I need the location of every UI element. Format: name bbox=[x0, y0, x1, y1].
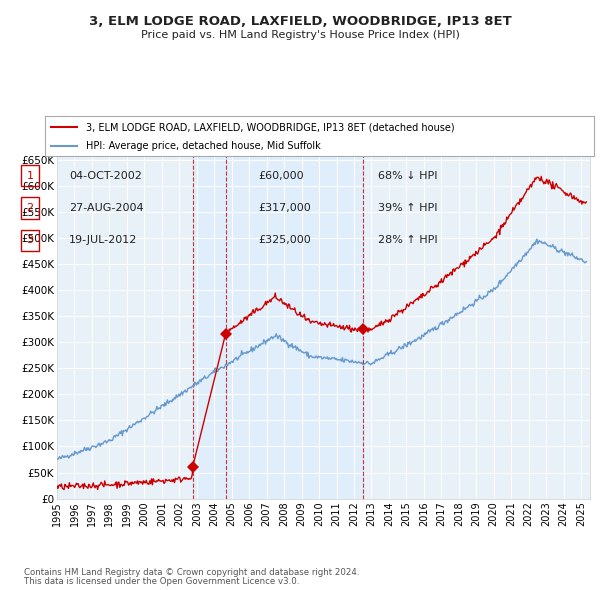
Text: £60,000: £60,000 bbox=[258, 171, 304, 181]
Text: 1: 1 bbox=[189, 135, 196, 145]
Bar bbox=[226, 145, 364, 499]
Text: This data is licensed under the Open Government Licence v3.0.: This data is licensed under the Open Gov… bbox=[24, 577, 299, 586]
Text: 1: 1 bbox=[26, 171, 34, 181]
Text: 39% ↑ HPI: 39% ↑ HPI bbox=[378, 203, 437, 213]
Text: Contains HM Land Registry data © Crown copyright and database right 2024.: Contains HM Land Registry data © Crown c… bbox=[24, 568, 359, 577]
Text: 2: 2 bbox=[222, 135, 229, 145]
Text: 3, ELM LODGE ROAD, LAXFIELD, WOODBRIDGE, IP13 8ET: 3, ELM LODGE ROAD, LAXFIELD, WOODBRIDGE,… bbox=[89, 15, 511, 28]
Text: £325,000: £325,000 bbox=[258, 235, 311, 245]
Text: 19-JUL-2012: 19-JUL-2012 bbox=[69, 235, 137, 245]
Text: 27-AUG-2004: 27-AUG-2004 bbox=[69, 203, 143, 213]
Text: 3, ELM LODGE ROAD, LAXFIELD, WOODBRIDGE, IP13 8ET (detached house): 3, ELM LODGE ROAD, LAXFIELD, WOODBRIDGE,… bbox=[86, 123, 455, 133]
Bar bbox=[193, 145, 226, 499]
Text: 2: 2 bbox=[26, 203, 34, 213]
Text: 68% ↓ HPI: 68% ↓ HPI bbox=[378, 171, 437, 181]
Text: Price paid vs. HM Land Registry's House Price Index (HPI): Price paid vs. HM Land Registry's House … bbox=[140, 30, 460, 40]
Text: 3: 3 bbox=[26, 235, 34, 245]
Text: HPI: Average price, detached house, Mid Suffolk: HPI: Average price, detached house, Mid … bbox=[86, 142, 321, 151]
Text: £317,000: £317,000 bbox=[258, 203, 311, 213]
Text: 3: 3 bbox=[360, 135, 367, 145]
Text: 28% ↑ HPI: 28% ↑ HPI bbox=[378, 235, 437, 245]
Text: 04-OCT-2002: 04-OCT-2002 bbox=[69, 171, 142, 181]
